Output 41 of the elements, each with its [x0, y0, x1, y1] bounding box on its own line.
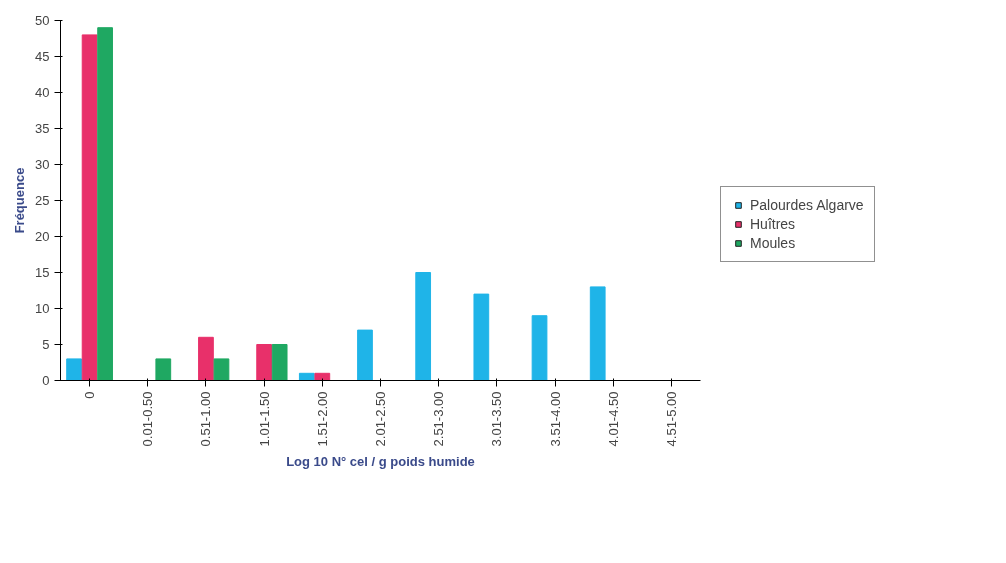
y-tick-label: 5 [42, 337, 50, 352]
x-tick-label: 2.01-2.50 [373, 391, 388, 447]
bar [589, 286, 606, 381]
legend-label: Palourdes Algarve [750, 197, 864, 213]
y-tick-label: 10 [35, 301, 50, 316]
bar [81, 34, 98, 381]
x-tick-label: 4.01-4.50 [605, 391, 621, 447]
bar [198, 336, 214, 381]
bar [473, 293, 490, 381]
y-tick-label: 15 [35, 265, 50, 280]
x-tick-label: 3.01-3.50 [489, 391, 505, 447]
bar [256, 344, 273, 381]
y-tick-label: 45 [35, 49, 50, 64]
x-tick-label: 4.51-5.00 [663, 391, 679, 447]
x-tick-label: 2.51-3.00 [431, 391, 447, 447]
bar [155, 358, 172, 381]
bar [97, 27, 113, 381]
x-tick-label: 0.51-1.00 [198, 391, 214, 447]
x-tick-label: 1.01-1.50 [256, 391, 272, 447]
bar [357, 329, 373, 381]
y-tick-label: 25 [35, 193, 50, 208]
bar [271, 344, 288, 381]
x-tick-label: 0.01-0.50 [140, 391, 156, 447]
bar [66, 358, 82, 381]
y-tick-label: 40 [35, 85, 50, 100]
bar [531, 315, 548, 381]
bar [415, 272, 432, 381]
legend-label: Moules [750, 235, 796, 251]
x-axis-title: Log 10 N° cel / g poids humide [286, 454, 475, 470]
y-tick-label: 35 [35, 121, 50, 136]
y-tick-label: 20 [35, 229, 50, 244]
x-tick-label: 0 [82, 391, 98, 399]
y-tick-label: 50 [35, 13, 50, 28]
y-tick-label: 0 [42, 373, 50, 388]
x-tick-label: 3.51-4.00 [547, 391, 563, 447]
bar [213, 358, 230, 381]
bar [314, 372, 331, 381]
y-tick-label: 30 [35, 157, 50, 172]
legend-label: Huîtres [750, 216, 796, 232]
x-tick-label: 1.51-2.00 [314, 391, 330, 447]
y-axis-title: Fréquence [12, 167, 28, 234]
